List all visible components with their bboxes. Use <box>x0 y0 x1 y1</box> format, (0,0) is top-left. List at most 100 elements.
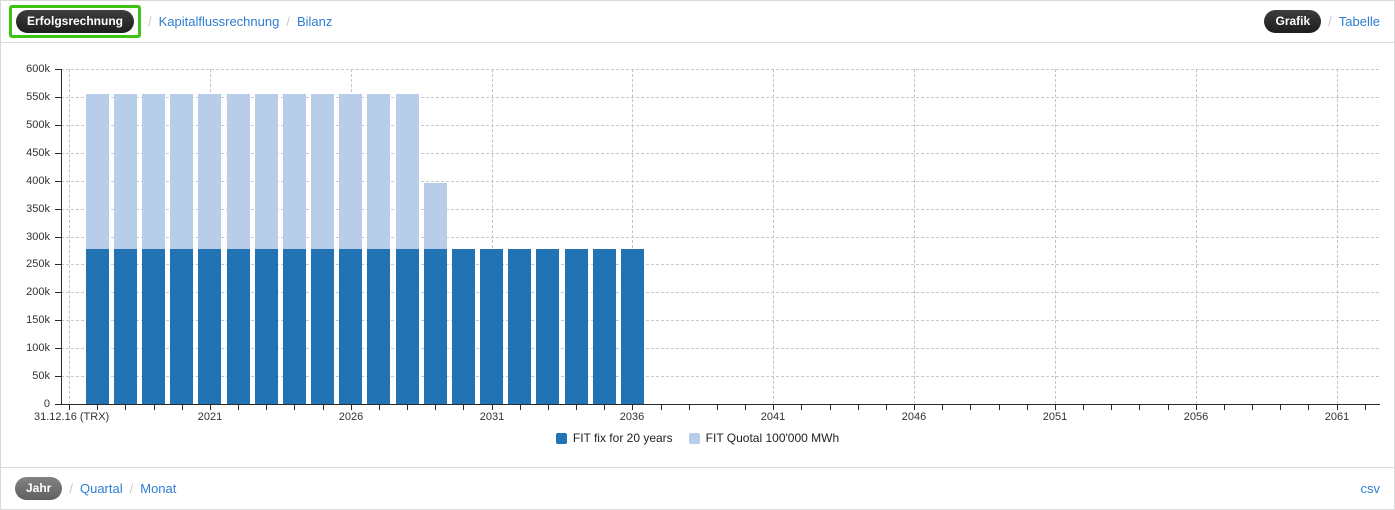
y-axis-label: 400k <box>26 175 50 187</box>
tab-kapitalflussrechnung[interactable]: Kapitalflussrechnung <box>158 14 280 29</box>
bar-segment-quotal[interactable] <box>86 94 109 249</box>
tab-erfolgsrechnung[interactable]: Erfolgsrechnung <box>16 10 135 33</box>
h-gridline <box>61 264 1379 265</box>
tab-grafik[interactable]: Grafik <box>1264 10 1322 33</box>
bar-segment-quotal[interactable] <box>142 94 165 249</box>
x-tick <box>689 405 690 410</box>
x-tick <box>576 405 577 410</box>
bar-segment-fix[interactable] <box>593 249 616 404</box>
separator: / <box>129 481 134 496</box>
bar-segment-quotal[interactable] <box>424 183 447 249</box>
x-tick <box>351 405 352 410</box>
bar-segment-fix[interactable] <box>621 249 644 404</box>
bar-segment-quotal[interactable] <box>339 94 362 249</box>
tab-quartal[interactable]: Quartal <box>79 481 123 496</box>
bar-segment-quotal[interactable] <box>255 94 278 249</box>
header-bar: Erfolgsrechnung / Kapitalflussrechnung /… <box>1 1 1394 42</box>
bar-segment-fix[interactable] <box>508 249 531 404</box>
y-tick <box>55 125 61 126</box>
y-tick <box>55 237 61 238</box>
bar-segment-quotal[interactable] <box>227 94 250 249</box>
y-tick <box>55 69 61 70</box>
bar-segment-fix[interactable] <box>396 249 419 404</box>
bar-segment-fix[interactable] <box>311 249 334 404</box>
x-tick <box>1083 405 1084 410</box>
bar-segment-fix[interactable] <box>86 249 109 404</box>
x-tick <box>661 405 662 410</box>
x-tick <box>970 405 971 410</box>
header-divider <box>1 42 1394 43</box>
x-tick <box>604 405 605 410</box>
csv-export-link[interactable]: csv <box>1360 481 1381 496</box>
h-gridline <box>61 292 1379 293</box>
h-gridline <box>61 209 1379 210</box>
x-tick <box>520 405 521 410</box>
x-tick <box>238 405 239 410</box>
tab-bilanz[interactable]: Bilanz <box>296 14 333 29</box>
bar-segment-fix[interactable] <box>283 249 306 404</box>
bar-segment-quotal[interactable] <box>283 94 306 249</box>
h-gridline <box>61 376 1379 377</box>
y-tick <box>55 181 61 182</box>
bar-segment-fix[interactable] <box>227 249 250 404</box>
legend-item[interactable]: FIT Quotal 100'000 MWh <box>688 431 840 445</box>
bar-segment-fix[interactable] <box>255 249 278 404</box>
bar-segment-quotal[interactable] <box>170 94 193 249</box>
v-gridline <box>69 69 70 404</box>
x-tick <box>1168 405 1169 410</box>
bar-segment-fix[interactable] <box>480 249 503 404</box>
x-tick <box>463 405 464 410</box>
h-gridline <box>61 69 1379 70</box>
x-axis-label: 2061 <box>1324 411 1350 423</box>
x-tick <box>1308 405 1309 410</box>
x-tick <box>1196 405 1197 410</box>
y-axis-label: 0 <box>43 398 50 410</box>
tab-tabelle[interactable]: Tabelle <box>1338 14 1380 29</box>
bar-segment-quotal[interactable] <box>198 94 221 249</box>
chart-legend: FIT fix for 20 years FIT Quotal 100'000 M… <box>1 431 1394 445</box>
y-tick <box>55 376 61 377</box>
x-tick <box>801 405 802 410</box>
y-tick <box>55 209 61 210</box>
bar-segment-fix[interactable] <box>142 249 165 404</box>
tab-jahr[interactable]: Jahr <box>15 477 63 500</box>
x-axis-label: 2056 <box>1183 411 1209 423</box>
y-tick <box>55 97 61 98</box>
h-gridline <box>61 153 1379 154</box>
x-tick <box>1027 405 1028 410</box>
bar-segment-fix[interactable] <box>367 249 390 404</box>
separator: / <box>286 14 290 29</box>
bar-segment-quotal[interactable] <box>367 94 390 249</box>
x-tick <box>407 405 408 410</box>
h-gridline <box>61 97 1379 98</box>
bar-segment-quotal[interactable] <box>396 94 419 249</box>
annotation-highlight: Erfolgsrechnung <box>9 5 142 38</box>
y-tick <box>55 153 61 154</box>
h-gridline <box>61 320 1379 321</box>
h-gridline <box>61 348 1379 349</box>
y-tick <box>55 264 61 265</box>
bar-segment-fix[interactable] <box>339 249 362 404</box>
x-tick <box>914 405 915 410</box>
x-axis <box>61 404 1380 405</box>
legend-item[interactable]: FIT fix for 20 years <box>555 431 673 445</box>
bar-segment-fix[interactable] <box>198 249 221 404</box>
bar-segment-fix[interactable] <box>170 249 193 404</box>
separator: / <box>148 14 152 29</box>
bar-segment-quotal[interactable] <box>114 94 137 249</box>
x-tick <box>1337 405 1338 410</box>
bar-segment-fix[interactable] <box>565 249 588 404</box>
v-gridline <box>1196 69 1197 404</box>
x-axis-label: 2046 <box>901 411 927 423</box>
x-tick <box>492 405 493 410</box>
bar-segment-fix[interactable] <box>536 249 559 404</box>
chart-area: FIT fix for 20 years FIT Quotal 100'000 M… <box>1 43 1394 467</box>
bar-segment-fix[interactable] <box>114 249 137 404</box>
v-gridline <box>773 69 774 404</box>
y-axis-label: 600k <box>26 63 50 75</box>
bar-segment-fix[interactable] <box>424 249 447 404</box>
bar-segment-quotal[interactable] <box>311 94 334 249</box>
tab-monat[interactable]: Monat <box>140 481 177 496</box>
legend-label: FIT Quotal 100'000 MWh <box>705 431 840 445</box>
bar-segment-fix[interactable] <box>452 249 475 404</box>
